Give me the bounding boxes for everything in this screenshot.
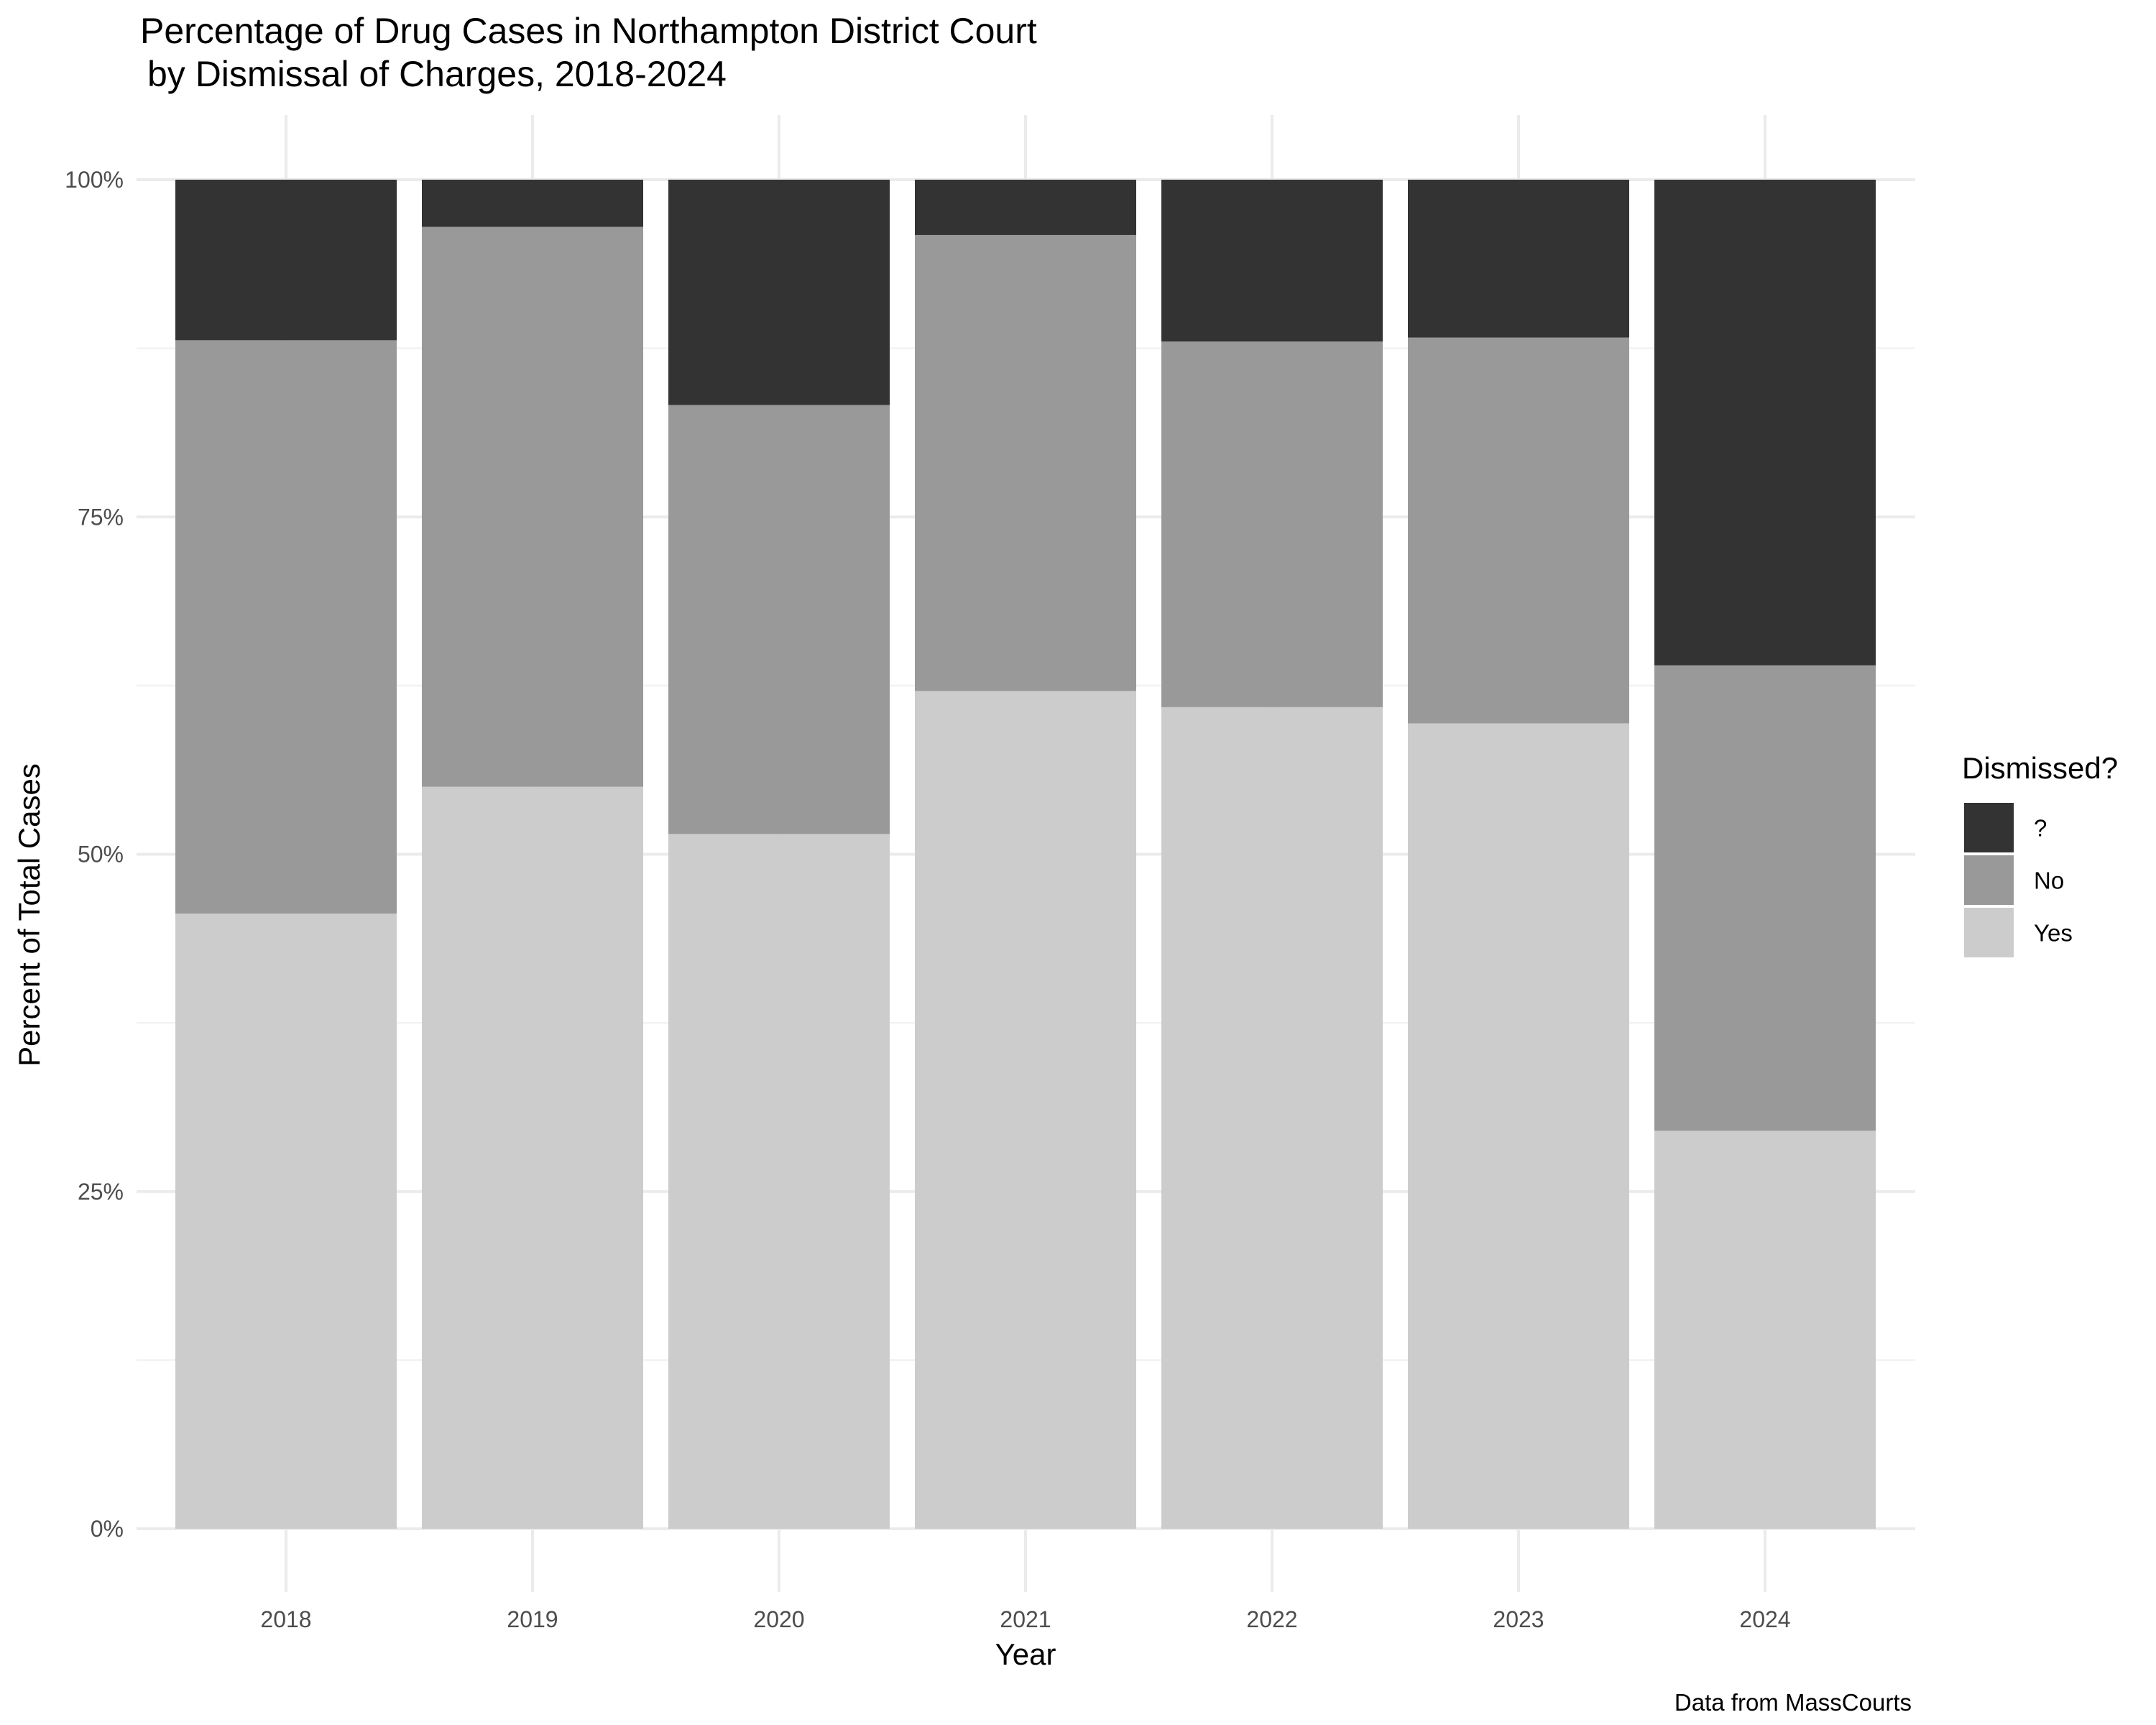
bar-2021-no	[915, 234, 1136, 691]
legend-key-yes	[1964, 908, 2014, 957]
legend-key-unknown	[1964, 803, 2014, 852]
bar-2024-unknown	[1654, 180, 1876, 666]
bar-2021-yes	[915, 691, 1136, 1529]
x-tick-label: 2024	[1739, 1606, 1790, 1632]
bar-2024-yes	[1654, 1131, 1876, 1529]
legend-label: Yes	[2034, 920, 2073, 947]
bar-2019-yes	[422, 786, 643, 1529]
bar-2024-no	[1654, 665, 1876, 1131]
bar-2023-yes	[1408, 723, 1629, 1529]
bar-2020-yes	[668, 834, 890, 1529]
y-axis-title: Percent of Total Cases	[12, 763, 46, 1067]
bar-2018-yes	[175, 914, 397, 1529]
chart-title: Percentage of Drug Cases in Northampton …	[140, 11, 1037, 51]
bar-2020-no	[668, 405, 890, 834]
x-tick-label: 2018	[260, 1606, 311, 1632]
y-tick-label: 100%	[65, 167, 124, 193]
y-tick-label: 75%	[78, 504, 124, 530]
bar-2018-no	[175, 340, 397, 914]
bar-2022-unknown	[1161, 180, 1383, 342]
y-tick-label: 0%	[91, 1516, 124, 1542]
x-tick-label: 2020	[753, 1606, 804, 1632]
chart-caption: Data from MassCourts	[1674, 1689, 1912, 1716]
x-tick-label: 2021	[1000, 1606, 1051, 1632]
x-tick-label: 2019	[507, 1606, 558, 1632]
y-tick-label: 50%	[78, 842, 124, 868]
bar-2023-unknown	[1408, 180, 1629, 338]
legend-key-no	[1964, 855, 2014, 905]
bar-2021-unknown	[915, 180, 1136, 235]
y-tick-label: 25%	[78, 1179, 124, 1205]
bar-2019-no	[422, 226, 643, 787]
x-axis-ticks: 2018 2019 2020 2021 2022 2023 2024	[260, 1606, 1790, 1632]
chart-subtitle: by Dismissal of Charges, 2018-2024	[147, 54, 727, 94]
bar-2023-no	[1408, 337, 1629, 724]
legend-label: No	[2034, 868, 2064, 894]
bar-2019-unknown	[422, 180, 643, 227]
x-tick-label: 2022	[1246, 1606, 1297, 1632]
legend: Dismissed? ? No Yes	[1962, 751, 2118, 957]
legend-title: Dismissed?	[1962, 751, 2118, 785]
bar-2022-yes	[1161, 707, 1383, 1529]
legend-label: ?	[2034, 815, 2047, 842]
y-axis-ticks: 0% 25% 50% 75% 100%	[65, 167, 124, 1542]
bar-2018-unknown	[175, 180, 397, 341]
bar-2022-no	[1161, 341, 1383, 707]
bars	[175, 180, 1876, 1529]
x-tick-label: 2023	[1493, 1606, 1544, 1632]
bar-2020-unknown	[668, 180, 890, 405]
x-axis-title: Year	[995, 1637, 1056, 1671]
